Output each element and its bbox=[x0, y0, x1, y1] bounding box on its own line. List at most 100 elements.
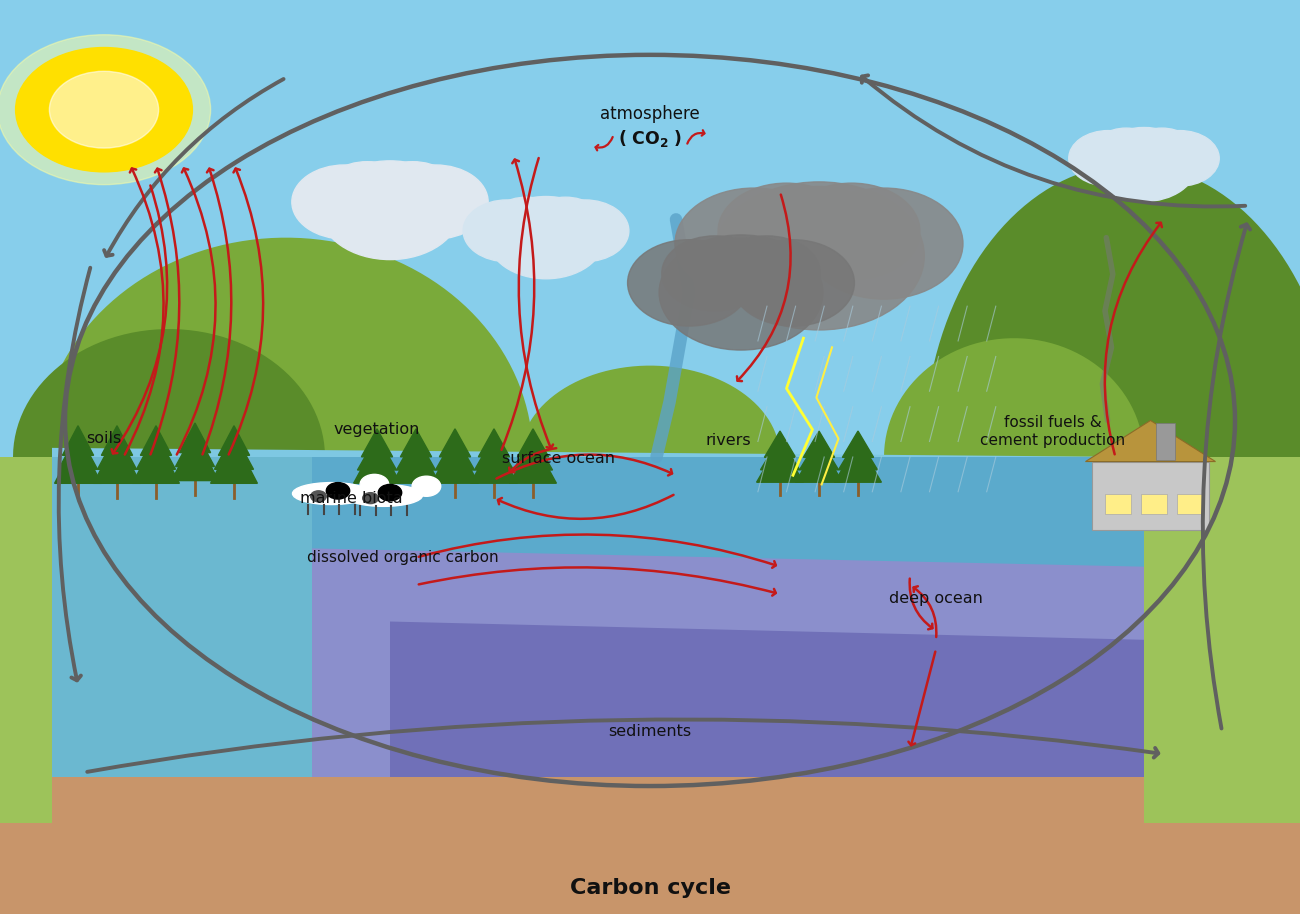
Polygon shape bbox=[101, 426, 133, 455]
Polygon shape bbox=[58, 433, 98, 470]
Polygon shape bbox=[94, 438, 140, 484]
Polygon shape bbox=[52, 457, 312, 804]
Text: marine biota: marine biota bbox=[300, 491, 402, 505]
Text: soils: soils bbox=[86, 431, 122, 446]
Polygon shape bbox=[835, 442, 881, 483]
Text: vegetation: vegetation bbox=[334, 422, 420, 437]
Polygon shape bbox=[439, 429, 471, 457]
Circle shape bbox=[541, 200, 629, 261]
Circle shape bbox=[659, 235, 823, 350]
Circle shape bbox=[1069, 131, 1148, 186]
Circle shape bbox=[320, 161, 460, 260]
Polygon shape bbox=[478, 429, 510, 457]
Circle shape bbox=[378, 484, 402, 501]
Circle shape bbox=[1092, 128, 1161, 176]
Polygon shape bbox=[514, 436, 552, 470]
Circle shape bbox=[662, 236, 768, 311]
Polygon shape bbox=[923, 165, 1300, 457]
Polygon shape bbox=[62, 426, 94, 455]
Circle shape bbox=[49, 71, 159, 148]
Circle shape bbox=[714, 182, 924, 330]
Polygon shape bbox=[838, 438, 878, 470]
Circle shape bbox=[291, 165, 398, 239]
Polygon shape bbox=[211, 438, 257, 484]
Circle shape bbox=[732, 239, 854, 326]
Circle shape bbox=[311, 491, 326, 502]
Circle shape bbox=[783, 183, 920, 280]
Polygon shape bbox=[52, 457, 1144, 804]
Bar bbox=[1092, 462, 1209, 530]
Circle shape bbox=[382, 165, 488, 239]
Polygon shape bbox=[884, 338, 1144, 457]
Bar bbox=[1141, 494, 1167, 514]
Circle shape bbox=[1115, 130, 1173, 171]
Polygon shape bbox=[55, 438, 101, 484]
Circle shape bbox=[718, 183, 855, 280]
Polygon shape bbox=[796, 442, 842, 483]
Text: Carbon cycle: Carbon cycle bbox=[569, 878, 731, 898]
Polygon shape bbox=[474, 436, 514, 470]
Bar bbox=[0, 823, 1300, 914]
Polygon shape bbox=[1086, 420, 1216, 462]
Text: rivers: rivers bbox=[705, 433, 751, 448]
Circle shape bbox=[321, 162, 413, 226]
Circle shape bbox=[1127, 128, 1196, 176]
Polygon shape bbox=[52, 448, 1144, 494]
Circle shape bbox=[1140, 131, 1219, 186]
Circle shape bbox=[360, 474, 389, 494]
Polygon shape bbox=[52, 777, 1144, 823]
Circle shape bbox=[363, 493, 378, 504]
Bar bbox=[1157, 423, 1175, 460]
Circle shape bbox=[463, 200, 551, 261]
Circle shape bbox=[326, 483, 350, 499]
Circle shape bbox=[714, 236, 820, 311]
Polygon shape bbox=[361, 429, 393, 457]
Text: $\mathbf{(\ CO_2\ )}$: $\mathbf{(\ CO_2\ )}$ bbox=[618, 129, 682, 149]
Polygon shape bbox=[757, 442, 803, 483]
Polygon shape bbox=[354, 441, 400, 484]
Polygon shape bbox=[390, 622, 1144, 804]
Polygon shape bbox=[400, 429, 432, 457]
Polygon shape bbox=[842, 431, 874, 457]
Polygon shape bbox=[764, 431, 796, 457]
Circle shape bbox=[367, 162, 459, 226]
Polygon shape bbox=[510, 441, 556, 484]
Bar bbox=[1176, 494, 1202, 514]
Circle shape bbox=[16, 48, 192, 172]
Polygon shape bbox=[172, 435, 218, 481]
Polygon shape bbox=[517, 429, 549, 457]
Polygon shape bbox=[432, 441, 478, 484]
Circle shape bbox=[412, 476, 441, 496]
Polygon shape bbox=[800, 438, 838, 470]
Polygon shape bbox=[176, 430, 214, 467]
Polygon shape bbox=[0, 457, 1300, 823]
Circle shape bbox=[760, 186, 878, 268]
Polygon shape bbox=[436, 436, 474, 470]
Polygon shape bbox=[218, 426, 250, 455]
Text: atmosphere: atmosphere bbox=[601, 105, 699, 123]
Polygon shape bbox=[133, 438, 179, 484]
Polygon shape bbox=[13, 329, 325, 457]
Polygon shape bbox=[312, 548, 1144, 804]
Polygon shape bbox=[140, 426, 172, 455]
Polygon shape bbox=[760, 438, 800, 470]
Polygon shape bbox=[98, 433, 136, 470]
Circle shape bbox=[0, 35, 211, 185]
Polygon shape bbox=[396, 436, 436, 470]
Polygon shape bbox=[214, 433, 254, 470]
Circle shape bbox=[489, 197, 564, 250]
Circle shape bbox=[675, 188, 833, 299]
Text: fossil fuels &
cement production: fossil fuels & cement production bbox=[980, 415, 1126, 448]
Polygon shape bbox=[136, 433, 176, 470]
Ellipse shape bbox=[292, 483, 370, 505]
Circle shape bbox=[1091, 128, 1197, 202]
Polygon shape bbox=[803, 431, 835, 457]
Circle shape bbox=[528, 197, 603, 250]
Text: dissolved organic carbon: dissolved organic carbon bbox=[307, 550, 499, 565]
Polygon shape bbox=[520, 366, 780, 457]
Circle shape bbox=[514, 199, 578, 244]
Ellipse shape bbox=[344, 484, 422, 506]
Polygon shape bbox=[358, 436, 396, 470]
Circle shape bbox=[696, 239, 786, 302]
Text: surface ocean: surface ocean bbox=[503, 452, 615, 466]
